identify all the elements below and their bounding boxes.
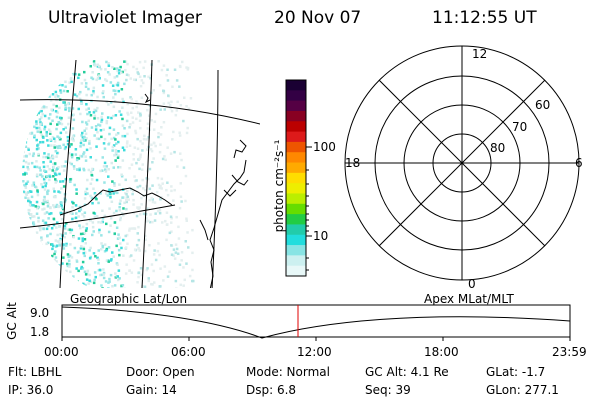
xtick-1200: 12:00: [297, 345, 332, 359]
longitude-line: [59, 59, 77, 288]
colorbar-tick-label: 100: [313, 140, 336, 154]
door-info: Door: Open: [126, 365, 195, 379]
glon-info: GLon: 277.1: [486, 383, 559, 397]
coastline: [59, 93, 249, 288]
lat-label-60: 60: [535, 98, 551, 112]
colorbar-cell: [286, 141, 306, 153]
xtick-0600: 06:00: [171, 345, 206, 359]
ytick-top: 9.0: [30, 306, 50, 320]
colorbar-cell: [286, 224, 306, 236]
colorbar-unit-label: photon cm⁻²s⁻¹: [272, 139, 286, 233]
latitude-line: [20, 204, 176, 229]
colorbar-cell: [286, 193, 306, 205]
ip-info: IP: 36.0: [8, 383, 54, 397]
colorbar-cell: [286, 255, 306, 267]
date-label: 20 Nov 07: [274, 8, 362, 28]
xtick-2359: 23:59: [552, 345, 587, 359]
mlt-label-0: 0: [468, 277, 476, 291]
colorbar-cell: [286, 121, 306, 133]
mlt-label-6: 6: [575, 156, 583, 170]
altitude-curve: [61, 306, 571, 339]
lat-label-80: 80: [490, 141, 506, 155]
xtick-0000: 00:00: [44, 345, 79, 359]
colorbar-cell: [286, 214, 306, 225]
colorbar-tick-label: 10: [313, 229, 329, 243]
time-label: 11:12:55 UT: [432, 8, 537, 28]
colorbar-cell: [286, 183, 306, 194]
mlt-label-12: 12: [472, 47, 488, 61]
geographic-image: [20, 59, 260, 288]
colorbar-cell: [286, 152, 306, 164]
yaxis-title: GC Alt: [5, 302, 19, 340]
colorbar-cell: [286, 131, 306, 143]
mlt-line-diag: [378, 79, 546, 247]
xtick-1800: 18:00: [424, 345, 459, 359]
colorbar-cell: [286, 172, 306, 184]
gc-alt-info: GC Alt: 4.1 Re: [365, 365, 449, 379]
polar-dial: [344, 45, 580, 281]
mlt-label-18: 18: [345, 156, 361, 170]
colorbar-cell: [286, 80, 306, 91]
dsp-info: Dsp: 6.8: [246, 383, 297, 397]
filter-info: Flt: LBHL: [8, 365, 62, 379]
lat-label-70: 70: [512, 120, 528, 134]
instrument-title: Ultraviolet Imager: [48, 8, 202, 28]
colorbar-cell: [286, 100, 306, 112]
seq-info: Seq: 39: [365, 383, 411, 397]
longitude-line: [141, 59, 153, 288]
colorbar-cell: [286, 162, 306, 174]
colorbar-cell: [286, 110, 306, 122]
apex-label: Apex MLat/MLT: [424, 292, 514, 306]
latitude-line: [20, 99, 260, 125]
colorbar: [285, 79, 312, 277]
colorbar-cell: [286, 245, 306, 256]
colorbar-cell: [286, 90, 306, 102]
colorbar-cell: [286, 234, 306, 246]
glat-info: GLat: -1.7: [486, 365, 546, 379]
longitude-line: [211, 69, 219, 288]
mode-info: Mode: Normal: [246, 365, 330, 379]
colorbar-cell: [286, 203, 306, 215]
altitude-timeline: [61, 304, 571, 341]
gain-info: Gain: 14: [126, 383, 177, 397]
ytick-bottom: 1.8: [30, 325, 50, 339]
geographic-label: Geographic Lat/Lon: [70, 292, 188, 306]
colorbar-cell: [286, 265, 306, 277]
